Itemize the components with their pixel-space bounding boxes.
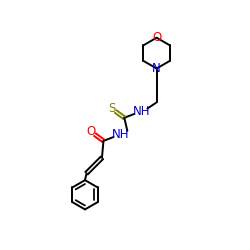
Text: S: S xyxy=(108,102,116,115)
Text: N: N xyxy=(152,62,161,75)
Text: NH: NH xyxy=(112,128,129,141)
Text: NH: NH xyxy=(132,105,150,118)
Text: O: O xyxy=(152,31,161,44)
Text: O: O xyxy=(86,125,96,138)
